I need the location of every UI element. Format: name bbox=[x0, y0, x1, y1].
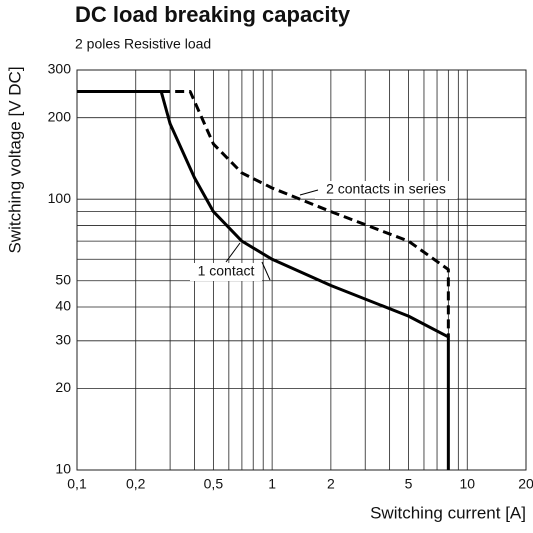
y-tick-label: 30 bbox=[55, 332, 71, 348]
series-label: 1 contact bbox=[198, 263, 255, 279]
x-tick-label: 0,5 bbox=[204, 476, 224, 492]
x-tick-label: 2 bbox=[327, 476, 335, 492]
leader-line bbox=[299, 189, 319, 196]
chart-title: DC load breaking capacity bbox=[75, 2, 351, 27]
y-tick-label: 200 bbox=[48, 108, 72, 124]
series-line bbox=[77, 89, 450, 470]
label-bg bbox=[190, 263, 262, 281]
y-tick-label: 300 bbox=[48, 61, 72, 77]
x-tick-label: 5 bbox=[405, 476, 413, 492]
series-line bbox=[161, 89, 450, 337]
x-axis-label: Switching current [A] bbox=[370, 503, 526, 522]
y-tick-label: 100 bbox=[48, 190, 72, 206]
y-tick-label: 50 bbox=[55, 271, 71, 287]
leader-line bbox=[225, 242, 241, 263]
leader-line bbox=[261, 261, 271, 281]
x-tick-label: 0,2 bbox=[126, 476, 146, 492]
chart-subtitle: 2 poles Resistive load bbox=[75, 36, 211, 52]
x-tick-label: 1 bbox=[268, 476, 276, 492]
label-bg bbox=[315, 181, 457, 199]
y-tick-label: 10 bbox=[55, 461, 71, 477]
y-tick-label: 20 bbox=[55, 379, 71, 395]
series-label: 2 contacts in series bbox=[326, 181, 446, 197]
y-axis-label: Switching voltage [V DC] bbox=[5, 66, 24, 253]
x-tick-label: 10 bbox=[459, 476, 475, 492]
y-tick-label: 40 bbox=[55, 298, 71, 314]
x-tick-label: 20 bbox=[518, 476, 533, 492]
x-tick-label: 0,1 bbox=[67, 476, 87, 492]
